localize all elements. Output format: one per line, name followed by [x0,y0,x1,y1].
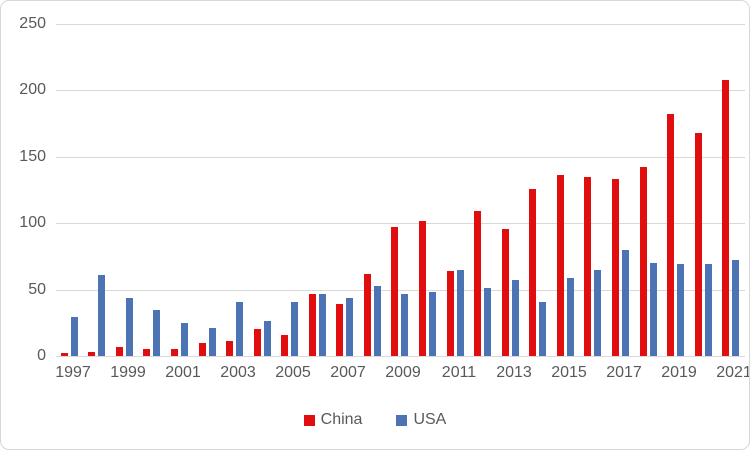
x-tick-label-1997: 1997 [55,364,91,381]
bar-usa-2019 [677,264,684,356]
bar-china-2016 [584,177,591,356]
x-tick-label-2001: 2001 [165,364,201,381]
bar-china-2014 [529,189,536,356]
bar-china-1997 [61,353,68,356]
x-tick-label-2015: 2015 [551,364,587,381]
bar-china-2012 [474,211,481,356]
bar-china-2002 [199,343,206,356]
bar-usa-2015 [567,278,574,356]
bar-usa-2004 [264,321,271,356]
bar-usa-1999 [126,298,133,356]
x-tick-label-2019: 2019 [661,364,697,381]
x-tick-label-2021: 2021 [716,364,750,381]
x-tick-label-2011: 2011 [441,364,477,381]
bar-usa-2016 [594,270,601,356]
legend-label-china: China [320,411,363,428]
bar-china-2015 [557,175,564,356]
bar-usa-2020 [705,264,712,356]
y-tick-label-250: 250 [19,15,46,32]
gridline-150 [56,157,745,158]
bar-usa-2017 [622,250,629,356]
bar-usa-2018 [650,263,657,356]
x-tick-label-2003: 2003 [220,364,256,381]
x-tick-label-2009: 2009 [385,364,421,381]
bar-china-2021 [722,80,729,356]
bar-china-2018 [640,167,647,356]
bar-china-2001 [171,349,178,356]
legend-swatch-china [303,414,315,426]
bar-usa-2014 [539,302,546,356]
bar-usa-2009 [401,294,408,356]
gridline-250 [56,24,745,25]
bar-usa-2021 [732,260,739,356]
bar-china-1999 [116,347,123,356]
y-tick-label-50: 50 [28,281,46,298]
bar-china-2019 [667,114,674,356]
gridline-50 [56,290,745,291]
bar-china-2013 [502,229,509,356]
y-tick-label-0: 0 [37,347,46,364]
legend-swatch-usa [396,414,408,426]
bar-usa-2005 [291,302,298,356]
x-tick-label-1999: 1999 [110,364,146,381]
x-tick-label-2013: 2013 [496,364,532,381]
bar-usa-2007 [346,298,353,356]
bar-usa-2003 [236,302,243,356]
bar-china-2009 [391,227,398,356]
bar-usa-2013 [512,280,519,356]
y-tick-label-100: 100 [19,214,46,231]
bar-china-2004 [254,329,261,356]
bar-china-2005 [281,335,288,356]
bar-usa-2010 [429,292,436,356]
legend-item-china: China [303,411,363,429]
bar-china-2020 [695,133,702,356]
bar-usa-2000 [153,310,160,356]
bar-usa-2002 [209,328,216,356]
bar-usa-1997 [71,317,78,356]
x-tick-label-2005: 2005 [275,364,311,381]
bar-usa-2011 [457,270,464,356]
legend: China USA [1,405,749,435]
bar-usa-1998 [98,275,105,356]
bar-usa-2001 [181,323,188,356]
gridline-100 [56,223,745,224]
y-tick-label-150: 150 [19,148,46,165]
y-tick-label-200: 200 [19,81,46,98]
x-tick-label-2017: 2017 [606,364,642,381]
bar-china-2008 [364,274,371,356]
bar-china-1998 [88,352,95,356]
gridline-200 [56,90,745,91]
bar-china-2011 [447,271,454,356]
gridline-0 [56,356,745,357]
legend-item-usa: USA [396,411,446,429]
bar-china-2006 [309,294,316,356]
bar-usa-2008 [374,286,381,356]
bar-usa-2012 [484,288,491,356]
bar-usa-2006 [319,294,326,356]
bar-china-2007 [336,304,343,356]
bar-china-2003 [226,341,233,356]
bar-china-2010 [419,221,426,356]
x-tick-label-2007: 2007 [330,364,366,381]
bar-china-2017 [612,179,619,356]
bar-china-2000 [143,349,150,356]
legend-label-usa: USA [413,411,447,428]
